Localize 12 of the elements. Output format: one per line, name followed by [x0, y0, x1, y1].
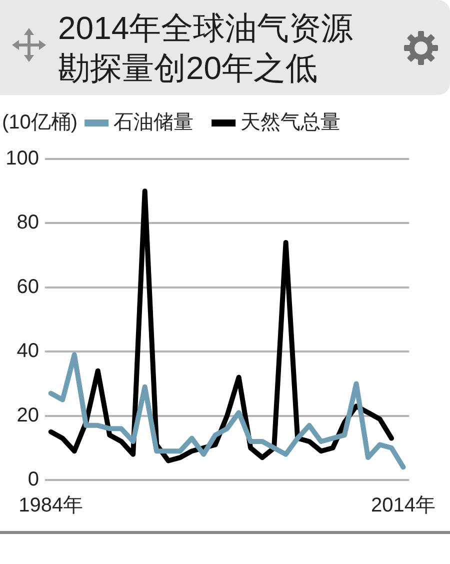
- x-tick-label: 2014年: [371, 494, 436, 517]
- chart-title: 2014年全球油气资源勘探量创20年之低: [58, 9, 354, 88]
- y-axis-title: (10亿桶): [2, 112, 78, 134]
- x-tick-label: 1984年: [18, 494, 84, 517]
- y-tick-label: 100: [6, 148, 39, 170]
- y-tick-label: 0: [28, 468, 39, 491]
- y-tick-label: 80: [16, 212, 39, 234]
- y-tick-label: 20: [16, 404, 39, 426]
- y-tick-label: 60: [16, 276, 39, 298]
- legend-label: 天然气总量: [240, 112, 341, 134]
- legend-label: 石油储量: [114, 112, 194, 134]
- y-tick-label: 40: [16, 340, 39, 362]
